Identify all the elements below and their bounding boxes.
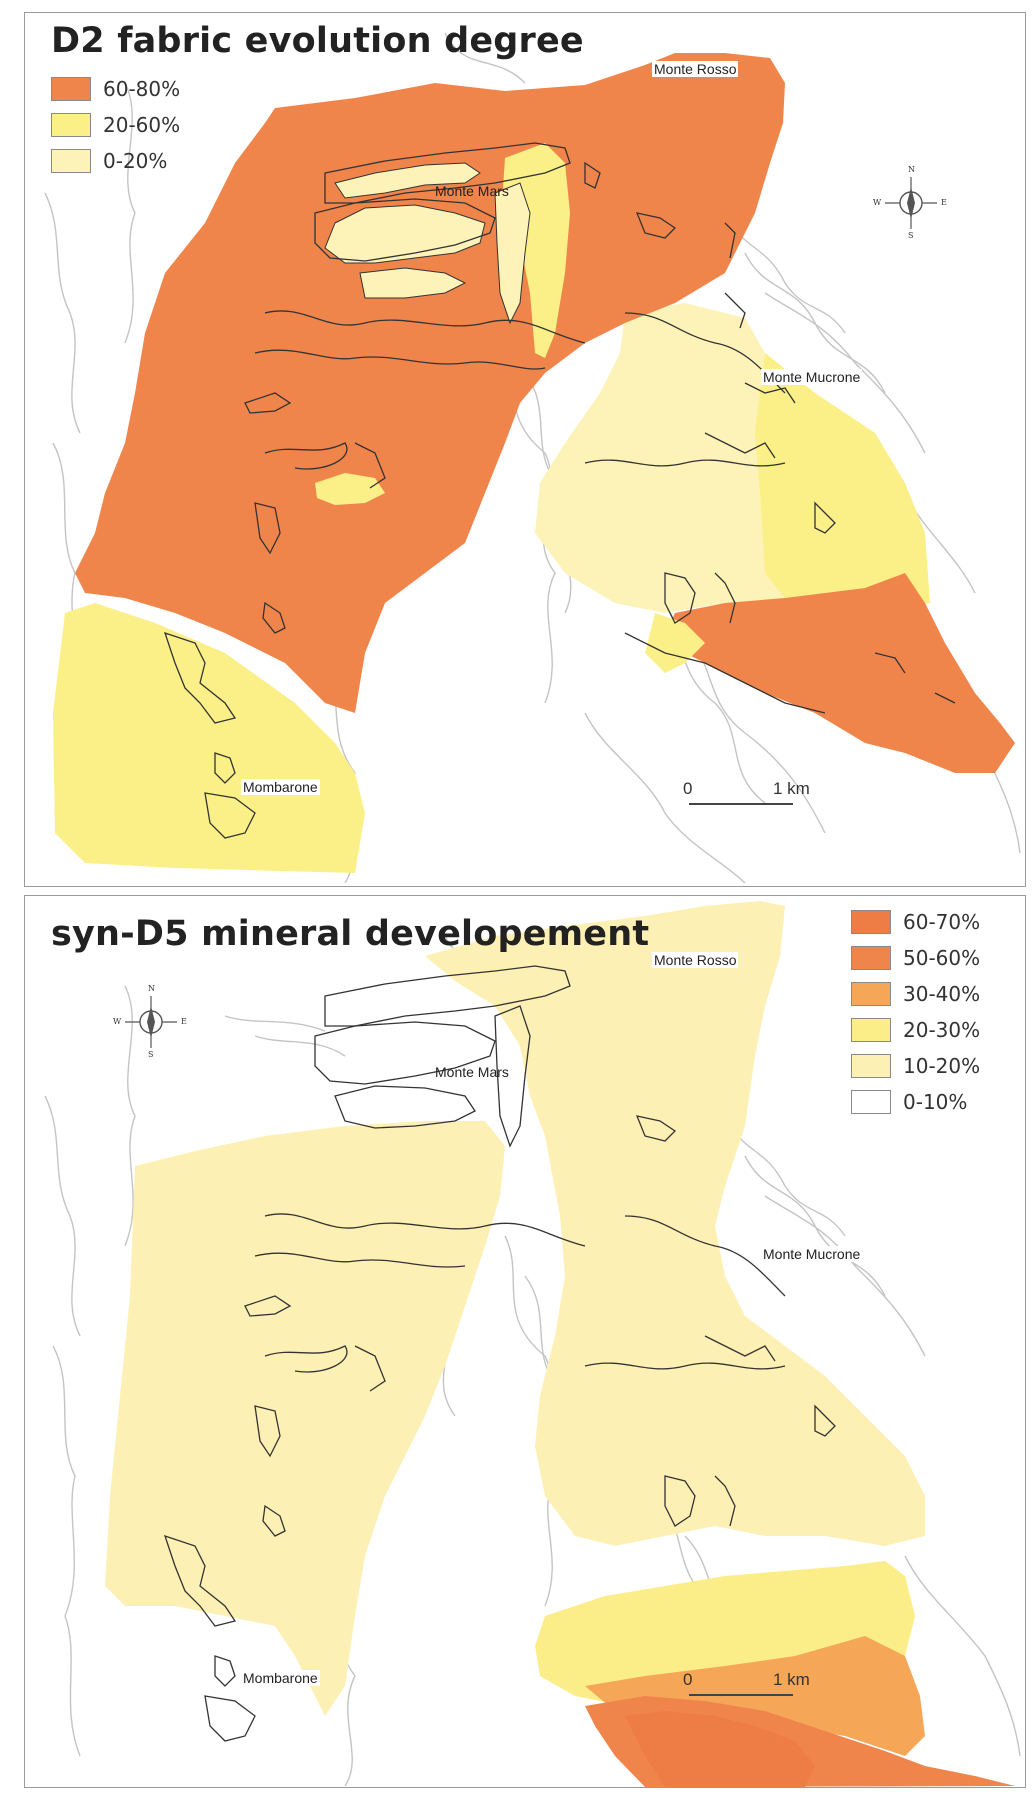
map-canvas bbox=[44, 901, 1021, 1787]
region-band-light-orange bbox=[585, 1636, 925, 1756]
region-mars-pale-1 bbox=[334, 162, 481, 199]
place-label-mombarone: Mombarone bbox=[241, 779, 320, 795]
legend-label: 50-60% bbox=[903, 946, 981, 970]
map-panel-syn-d5: syn-D5 mineral developement 60-70% 50-60… bbox=[24, 895, 1026, 1788]
region-north-pale bbox=[425, 901, 925, 1546]
place-label-monte-mucrone: Monte Mucrone bbox=[761, 1246, 863, 1262]
legend-swatch bbox=[851, 946, 891, 970]
region-main-orange bbox=[75, 53, 785, 713]
scale-bar: 0 1 km bbox=[681, 1670, 821, 1700]
region-west-pale bbox=[105, 1121, 505, 1716]
legend-label: 20-30% bbox=[903, 1018, 981, 1042]
region-mucrone-yellow bbox=[755, 353, 930, 623]
map-title: D2 fabric evolution degree bbox=[51, 21, 584, 61]
scale-bar: 0 1 km bbox=[681, 779, 821, 809]
legend-label: 30-40% bbox=[903, 982, 981, 1006]
place-label-monte-mars: Monte Mars bbox=[435, 183, 509, 199]
place-label-monte-rosso: Monte Rosso bbox=[652, 61, 739, 77]
compass-s: S bbox=[908, 231, 914, 240]
legend-swatch bbox=[851, 910, 891, 934]
legend-label: 60-70% bbox=[903, 910, 981, 934]
compass-s: S bbox=[148, 1050, 154, 1059]
scale-zero-label: 0 bbox=[683, 779, 693, 798]
legend-swatch bbox=[851, 982, 891, 1006]
geologic-outlines bbox=[163, 965, 836, 1742]
scale-km-label: 1 km bbox=[773, 779, 810, 798]
scale-zero-label: 0 bbox=[683, 1670, 693, 1689]
region-small-lens bbox=[315, 473, 385, 505]
region-mars-pale-3 bbox=[359, 267, 467, 299]
legend-swatch bbox=[851, 1018, 891, 1042]
legend: 60-80% 20-60% 0-20% bbox=[51, 77, 271, 187]
fabric-regions bbox=[53, 53, 1015, 873]
scale-line bbox=[689, 1694, 793, 1696]
region-mars-pale-2 bbox=[324, 204, 486, 264]
scale-km-label: 1 km bbox=[773, 1670, 810, 1689]
legend-swatch bbox=[851, 1054, 891, 1078]
place-label-monte-mars: Monte Mars bbox=[435, 1064, 509, 1080]
region-band-dark-orange bbox=[625, 1711, 815, 1787]
map-canvas bbox=[44, 32, 1021, 884]
place-label-monte-rosso: Monte Rosso bbox=[652, 952, 739, 968]
legend-label: 20-60% bbox=[103, 113, 181, 137]
place-label-monte-mucrone: Monte Mucrone bbox=[761, 369, 863, 385]
place-label-mombarone: Mombarone bbox=[241, 1670, 320, 1686]
north-arrow-icon: N S W E bbox=[111, 982, 191, 1062]
region-mars-pale-4 bbox=[494, 182, 531, 325]
legend-swatch bbox=[51, 113, 91, 137]
compass-w: W bbox=[873, 198, 882, 207]
region-sliver-yellow bbox=[645, 613, 705, 673]
map-panel-d2-fabric: D2 fabric evolution degree 60-80% 20-60%… bbox=[24, 12, 1026, 887]
region-southeast-orange bbox=[665, 573, 1015, 773]
geologic-outlines bbox=[163, 142, 956, 839]
map-title: syn-D5 mineral developement bbox=[51, 914, 650, 954]
compass-n: N bbox=[148, 984, 155, 993]
region-mombarone-yellow bbox=[53, 603, 365, 873]
compass-w: W bbox=[113, 1017, 122, 1026]
legend-label: 0-20% bbox=[103, 149, 168, 173]
compass-n: N bbox=[908, 165, 915, 174]
compass-e: E bbox=[941, 198, 947, 207]
compass-e: E bbox=[181, 1017, 187, 1026]
legend-swatch bbox=[51, 77, 91, 101]
legend-label: 60-80% bbox=[103, 77, 181, 101]
legend-swatch bbox=[51, 149, 91, 173]
legend-label: 0-10% bbox=[903, 1090, 968, 1114]
north-arrow-icon: N S W E bbox=[871, 163, 951, 243]
legend: 60-70% 50-60% 30-40% 20-30% 10-20% 0-10% bbox=[851, 910, 1021, 1130]
scale-line bbox=[689, 803, 793, 805]
legend-label: 10-20% bbox=[903, 1054, 981, 1078]
legend-swatch bbox=[851, 1090, 891, 1114]
